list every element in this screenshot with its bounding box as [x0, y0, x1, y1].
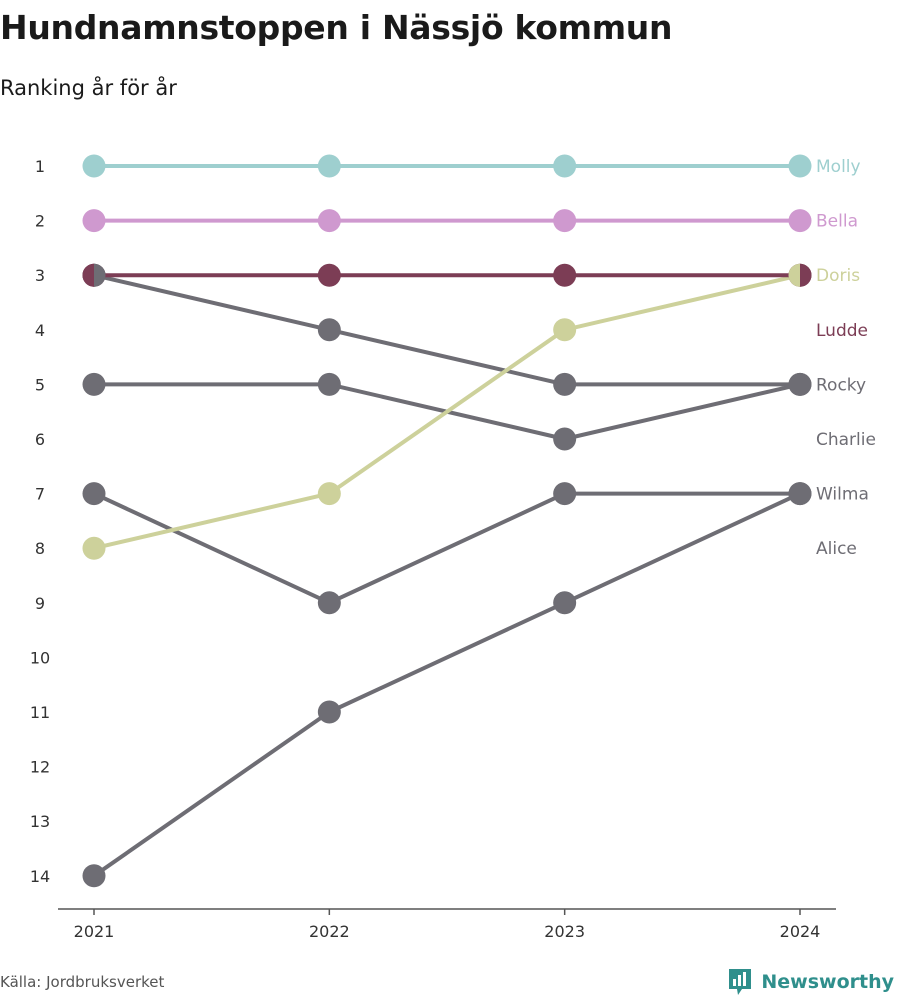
series-label-charlie: Charlie	[816, 430, 876, 450]
point-charlie	[82, 372, 106, 396]
point-wilma	[553, 482, 577, 506]
point-wilma	[317, 591, 341, 615]
y-tick-label: 2	[35, 212, 45, 231]
series-label-wilma: Wilma	[816, 485, 869, 505]
point-molly	[82, 154, 106, 178]
point-wilma	[82, 482, 106, 506]
y-tick-label: 3	[35, 266, 45, 285]
point-molly	[788, 154, 812, 178]
point-alice	[788, 482, 812, 506]
series-line-rocky	[92, 273, 802, 387]
point-doris	[553, 318, 577, 342]
point-split-rocky	[94, 263, 106, 287]
x-tick-label: 2024	[780, 922, 821, 941]
chart-title: Hundnamnstoppen i Nässjö kommun	[0, 8, 673, 47]
series-line-alice	[92, 491, 802, 878]
series-line-doris	[92, 273, 802, 551]
series-label-alice: Alice	[816, 539, 857, 559]
y-tick-label: 4	[35, 321, 45, 340]
point-bella	[553, 209, 577, 233]
y-tick-label: 8	[35, 539, 45, 558]
point-molly	[553, 154, 577, 178]
brand-logo: Newsworthy	[727, 967, 894, 997]
point-alice	[82, 864, 106, 888]
point-doris	[317, 482, 341, 506]
point-alice	[317, 700, 341, 724]
point-bella	[788, 209, 812, 233]
y-tick-label: 10	[30, 648, 50, 667]
point-split-doris	[788, 263, 800, 287]
y-tick-label: 14	[30, 867, 50, 886]
y-tick-label: 11	[30, 703, 50, 722]
point-split-ludde	[82, 263, 94, 287]
point-molly	[317, 154, 341, 178]
point-charlie	[317, 372, 341, 396]
y-tick-label: 5	[35, 375, 45, 394]
series-label-doris: Doris	[816, 266, 860, 286]
point-rocky	[553, 372, 577, 396]
point-alice	[553, 591, 577, 615]
point-split-ludde-2024	[800, 263, 812, 287]
series-label-molly: Molly	[816, 157, 861, 177]
series-label-ludde: Ludde	[816, 321, 868, 341]
source-note: Källa: Jordbruksverket	[0, 973, 165, 991]
y-tick-label: 7	[35, 485, 45, 504]
point-doris	[82, 536, 106, 560]
brand-name: Newsworthy	[761, 971, 894, 993]
point-charlie	[788, 372, 812, 396]
point-ludde	[553, 263, 577, 287]
y-tick-label: 1	[35, 157, 45, 176]
point-bella	[317, 209, 341, 233]
y-tick-label: 13	[30, 812, 50, 831]
point-bella	[82, 209, 106, 233]
chart-subtitle: Ranking år för år	[0, 76, 177, 100]
y-tick-label: 6	[35, 430, 45, 449]
series-label-rocky: Rocky	[816, 375, 866, 395]
x-tick-label: 2022	[309, 922, 350, 941]
y-tick-label: 12	[30, 758, 50, 777]
point-ludde	[317, 263, 341, 287]
x-tick-label: 2023	[544, 922, 585, 941]
series-line-wilma	[92, 491, 802, 605]
point-charlie	[553, 427, 577, 451]
series-label-bella: Bella	[816, 212, 858, 232]
y-tick-label: 9	[35, 594, 45, 613]
point-rocky	[317, 318, 341, 342]
x-tick-label: 2021	[74, 922, 115, 941]
bar-chart-logo-icon	[729, 969, 752, 995]
